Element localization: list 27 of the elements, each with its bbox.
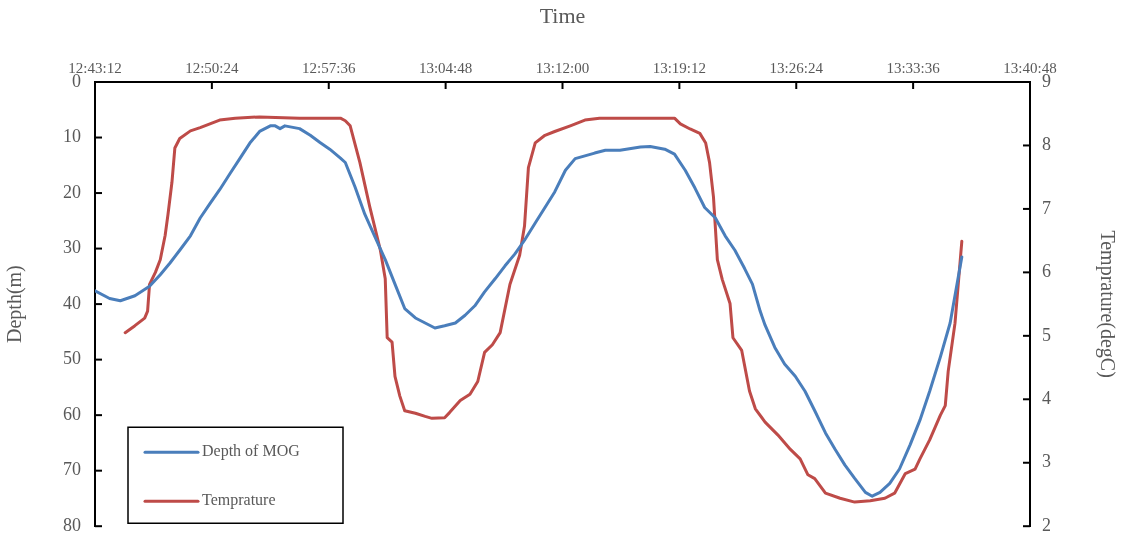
y2-tick-label: 5 (1042, 324, 1051, 345)
y-axis-title: Depth(m) (3, 265, 27, 343)
x-tick-label: 13:33:36 (886, 59, 941, 76)
y-tick-label: 80 (63, 514, 81, 535)
y-tick-label: 40 (63, 292, 81, 313)
y2-tick-label: 2 (1042, 514, 1051, 535)
y-tick-label: 60 (63, 403, 81, 424)
x-tick-label: 13:26:24 (769, 59, 824, 76)
y-tick-label: 70 (63, 459, 81, 480)
x-axis-title: Time (539, 2, 586, 28)
y2-tick-label: 3 (1042, 451, 1051, 472)
y2-axis-title: Temprature(degC) (1095, 230, 1119, 378)
x-tick-label: 12:50:24 (185, 59, 240, 76)
y2-tick-label: 8 (1042, 134, 1051, 155)
x-tick-label: 13:12:00 (535, 59, 590, 76)
y2-tick-label: 7 (1042, 197, 1051, 218)
y-tick-label: 30 (63, 237, 81, 258)
y-tick-label: 50 (63, 348, 81, 369)
y2-tick-label: 6 (1042, 261, 1051, 282)
x-tick-label: 13:04:48 (418, 59, 473, 76)
x-tick-label: 12:57:36 (302, 59, 356, 76)
y-tick-label: 20 (63, 181, 81, 202)
legend-label: Temprature (202, 491, 276, 510)
legend-label: Depth of MOG (202, 442, 301, 461)
x-tick-label: 13:19:12 (652, 59, 707, 76)
y2-tick-label: 4 (1042, 388, 1051, 409)
y-tick-label: 10 (63, 126, 81, 147)
